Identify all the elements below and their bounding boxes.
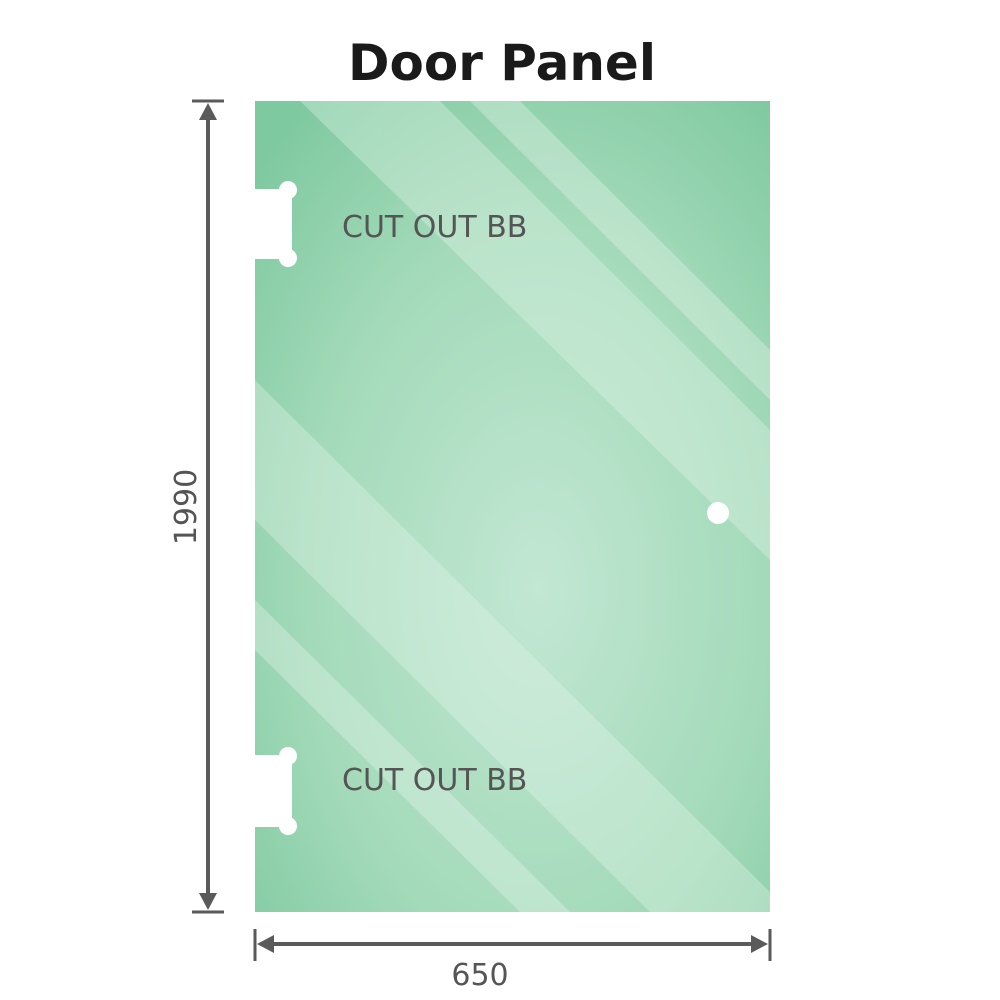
width-label: 650	[451, 958, 508, 993]
cutout-top	[250, 181, 297, 267]
glass-reflection	[255, 600, 570, 912]
handle-hole	[707, 502, 729, 524]
glass-panel	[250, 101, 770, 912]
height-dimension-line	[192, 99, 224, 914]
glass-reflection	[300, 101, 770, 560]
glass-reflection	[470, 101, 770, 400]
width-dimension-line	[253, 929, 772, 961]
height-label: 1990	[169, 469, 204, 545]
cutout-label-bottom: CUT OUT BB	[342, 763, 527, 798]
cutout-bottom	[250, 747, 297, 835]
glass-reflection	[255, 380, 770, 912]
cutout-label-top: CUT OUT BB	[342, 210, 527, 245]
diagram-title: Door Panel	[348, 34, 656, 92]
